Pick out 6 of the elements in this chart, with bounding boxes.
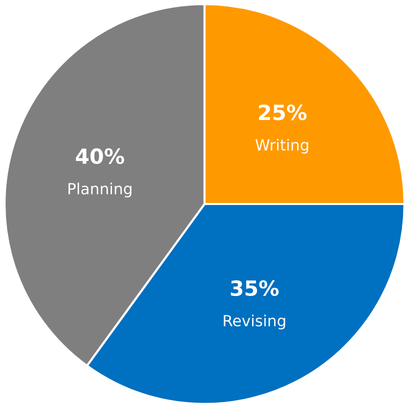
data-label: 25% — [258, 104, 307, 120]
slice-label: Writing — [255, 138, 308, 154]
slice-label: Planning — [68, 182, 132, 198]
data-label: 40% — [76, 148, 124, 164]
slice-label: Revising — [224, 314, 286, 330]
data-label: 35% — [230, 280, 279, 296]
